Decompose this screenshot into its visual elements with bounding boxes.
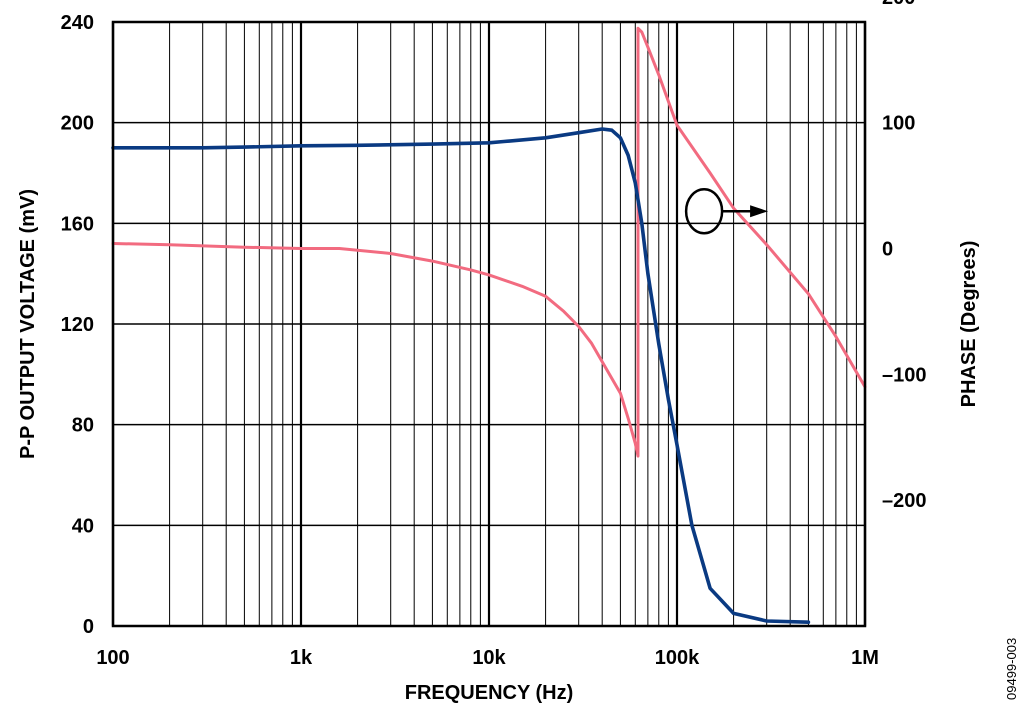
grid bbox=[111, 21, 867, 627]
x-tick-label: 1k bbox=[290, 647, 313, 669]
y2-tick-label: –100 bbox=[882, 364, 927, 386]
phase-indicator-circle bbox=[684, 187, 724, 235]
series-layer bbox=[111, 26, 867, 624]
x-tick-label: 10k bbox=[472, 647, 506, 669]
x-axis-title: FREQUENCY (Hz) bbox=[405, 682, 574, 704]
x-tick-label: 1M bbox=[851, 647, 879, 669]
y2-tick-label: 200 bbox=[882, 0, 915, 9]
y-tick-label: 0 bbox=[83, 616, 94, 638]
voltage-series-line bbox=[111, 127, 811, 624]
figure-code: 09499-003 bbox=[1004, 638, 1019, 700]
y-tick-label: 80 bbox=[72, 415, 94, 437]
y-tick-label: 200 bbox=[61, 113, 94, 135]
y2-tick-label: 0 bbox=[882, 239, 893, 261]
ticks-layer: 1001k10k100k1M040801201602002402001000–1… bbox=[61, 0, 927, 669]
y2-axis-title: PHASE (Degrees) bbox=[958, 241, 980, 408]
phase-series-line bbox=[111, 26, 867, 458]
y-tick-label: 40 bbox=[72, 515, 94, 537]
y-tick-label: 160 bbox=[61, 213, 94, 235]
y2-tick-label: 100 bbox=[882, 113, 915, 135]
phase-indicator-arrow-head bbox=[750, 205, 769, 218]
y-tick-label: 120 bbox=[61, 314, 94, 336]
x-tick-label: 100k bbox=[655, 647, 700, 669]
y-tick-label: 240 bbox=[61, 12, 94, 34]
y2-tick-label: –200 bbox=[882, 490, 927, 512]
x-tick-label: 100 bbox=[96, 647, 129, 669]
plot-frame bbox=[111, 20, 867, 628]
y-axis-title: P-P OUTPUT VOLTAGE (mV) bbox=[17, 189, 39, 459]
annotation-layer bbox=[684, 187, 769, 235]
